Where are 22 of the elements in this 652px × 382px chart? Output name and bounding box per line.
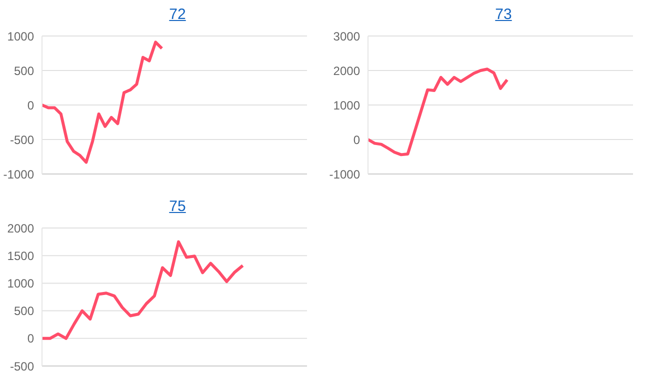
chart-title: 72 bbox=[168, 6, 187, 23]
y-tick-label: 2000 bbox=[333, 64, 360, 78]
y-tick-label: 500 bbox=[14, 304, 34, 318]
y-tick-label: 0 bbox=[27, 98, 34, 112]
y-tick-label: 500 bbox=[14, 64, 34, 78]
y-tick-label: 2000 bbox=[7, 221, 34, 236]
y-tick-label: 1000 bbox=[7, 29, 34, 44]
y-tick-label: 1000 bbox=[333, 98, 360, 112]
y-tick-label: -500 bbox=[10, 359, 34, 374]
line-series bbox=[40, 240, 244, 340]
line-series bbox=[366, 68, 509, 156]
chart-title: 73 bbox=[494, 6, 513, 23]
y-tick-label: 0 bbox=[27, 332, 34, 346]
y-tick-label: 1000 bbox=[7, 276, 34, 290]
chart-title: 75 bbox=[168, 198, 187, 215]
y-tick-label: -1000 bbox=[3, 167, 34, 182]
line-series bbox=[40, 40, 164, 164]
y-tick-label: 0 bbox=[353, 132, 360, 147]
y-tick-label: 3000 bbox=[333, 29, 360, 44]
y-tick-label: -500 bbox=[10, 132, 34, 147]
y-tick-label: 1500 bbox=[7, 248, 34, 263]
y-tick-label: -1000 bbox=[329, 167, 360, 182]
